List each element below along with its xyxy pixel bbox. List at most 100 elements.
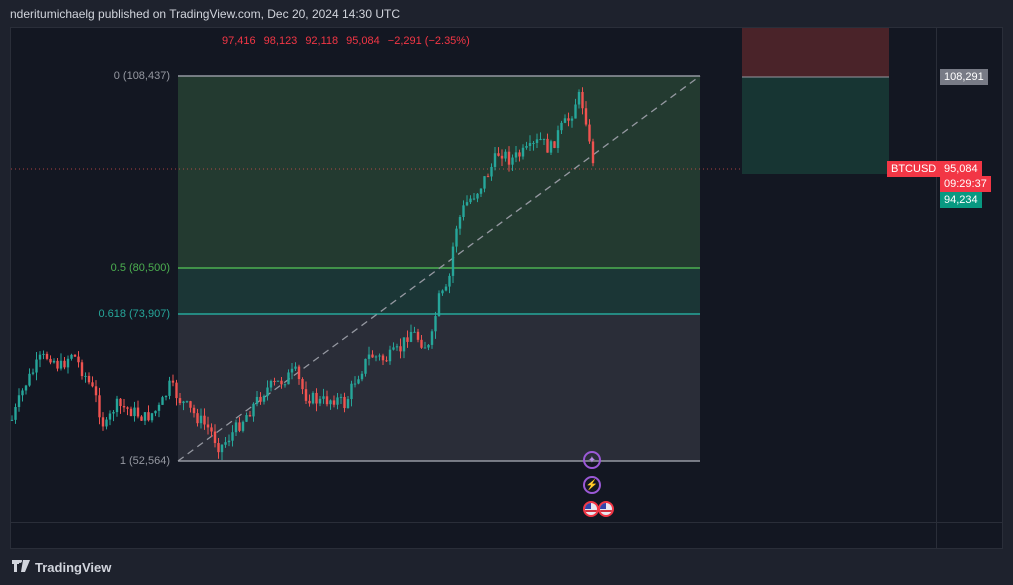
candle-body <box>14 406 17 420</box>
candle-body <box>80 362 84 377</box>
candle-body <box>413 331 416 333</box>
candle-body <box>252 403 255 417</box>
candle-body <box>164 395 168 398</box>
candle-body <box>283 384 287 386</box>
candle-body <box>213 431 217 444</box>
candle-body <box>409 331 413 342</box>
tradingview-logo[interactable]: TradingView <box>12 559 112 575</box>
position-risk-zone[interactable] <box>742 28 889 77</box>
candle-body <box>581 91 584 109</box>
candle-body <box>84 375 87 377</box>
candle-body <box>42 353 45 355</box>
tradingview-brand: TradingView <box>35 560 112 575</box>
ohlc-legend: 97,416 98,123 92,118 95,084 −2,291 (−2.3… <box>222 35 470 47</box>
candle-body <box>479 188 483 194</box>
candle-body <box>325 396 329 405</box>
candle-body <box>31 372 35 374</box>
candle-body <box>339 396 343 398</box>
candle-body <box>45 353 49 359</box>
candle-body <box>178 398 182 404</box>
candle-body <box>157 404 161 411</box>
candle-body <box>259 396 262 402</box>
candle-body <box>234 422 238 433</box>
position-reward-zone[interactable] <box>742 77 889 174</box>
candle-body <box>154 410 157 414</box>
candle-body <box>241 421 245 431</box>
candle-body <box>203 415 206 425</box>
candle-body <box>311 392 315 404</box>
candle-body <box>301 379 304 390</box>
fib-zone-top <box>178 76 700 268</box>
candle-body <box>532 142 535 144</box>
candle-body <box>563 118 567 123</box>
candle-body <box>140 416 143 421</box>
candle-body <box>294 366 297 369</box>
candle-body <box>77 356 80 363</box>
event-lightning-icon[interactable]: ⚡ <box>583 476 601 494</box>
candle-body <box>374 356 378 358</box>
candle-body <box>346 399 350 409</box>
candle-body <box>143 412 147 421</box>
candle-body <box>105 419 108 427</box>
candle-body <box>308 400 311 404</box>
candle-body <box>381 355 385 361</box>
candle-body <box>126 407 129 409</box>
candle-body <box>66 358 70 368</box>
us-flag-icon[interactable] <box>598 501 614 517</box>
candle-body <box>476 193 479 199</box>
candle-body <box>276 380 280 382</box>
candle-body <box>378 355 381 357</box>
candle-body <box>542 138 546 140</box>
us-flag-icon[interactable] <box>583 501 599 517</box>
candle-body <box>444 286 448 291</box>
event-star-icon[interactable]: ✦ <box>583 451 601 469</box>
candle-body <box>210 427 213 432</box>
candle-body <box>185 401 189 403</box>
candle-body <box>427 344 430 348</box>
fib-label-0618: 0.618 (73,907) <box>98 308 170 320</box>
candle-body <box>119 398 122 407</box>
candle-body <box>560 122 563 131</box>
candle-body <box>70 354 73 359</box>
candle-body <box>574 104 577 119</box>
candle-body <box>28 373 31 386</box>
candle-body <box>189 401 192 408</box>
candle-body <box>245 415 248 422</box>
candle-body <box>451 246 455 276</box>
candle-body <box>504 151 507 159</box>
candle-body <box>17 395 21 407</box>
candle-body <box>129 408 133 417</box>
ohlc-open: 97,416 <box>222 35 256 47</box>
candle-body <box>112 412 115 414</box>
candle-body <box>21 390 24 396</box>
candle-body <box>518 152 521 157</box>
candle-body <box>297 366 301 380</box>
candle-body <box>441 290 444 294</box>
candle-body <box>287 372 290 385</box>
candle-body <box>535 139 539 143</box>
candle-body <box>115 398 119 413</box>
ohlc-high: 98,123 <box>263 35 298 47</box>
candle-body <box>329 400 332 405</box>
candle-body <box>385 360 388 362</box>
candle-body <box>52 360 56 363</box>
candle-body <box>462 205 465 218</box>
candle-body <box>588 124 591 142</box>
fib-label-0: 0 (108,437) <box>113 70 170 82</box>
candle-body <box>388 349 392 362</box>
last-price-tag: 95,084 <box>940 161 982 177</box>
countdown-tag: 09:29:37 <box>940 176 991 192</box>
candle-body <box>416 331 420 340</box>
candle-body <box>136 407 140 417</box>
candle-body <box>371 354 374 358</box>
candle-body <box>315 392 318 404</box>
candle-body <box>24 385 28 391</box>
candle-body <box>514 152 518 158</box>
candle-body <box>465 202 469 206</box>
symbol-tag[interactable]: BTCUSD <box>887 161 941 177</box>
ohlc-low: 92,118 <box>305 35 339 47</box>
candle-body <box>486 176 490 178</box>
candle-body <box>94 386 98 396</box>
candle-body <box>35 359 38 373</box>
